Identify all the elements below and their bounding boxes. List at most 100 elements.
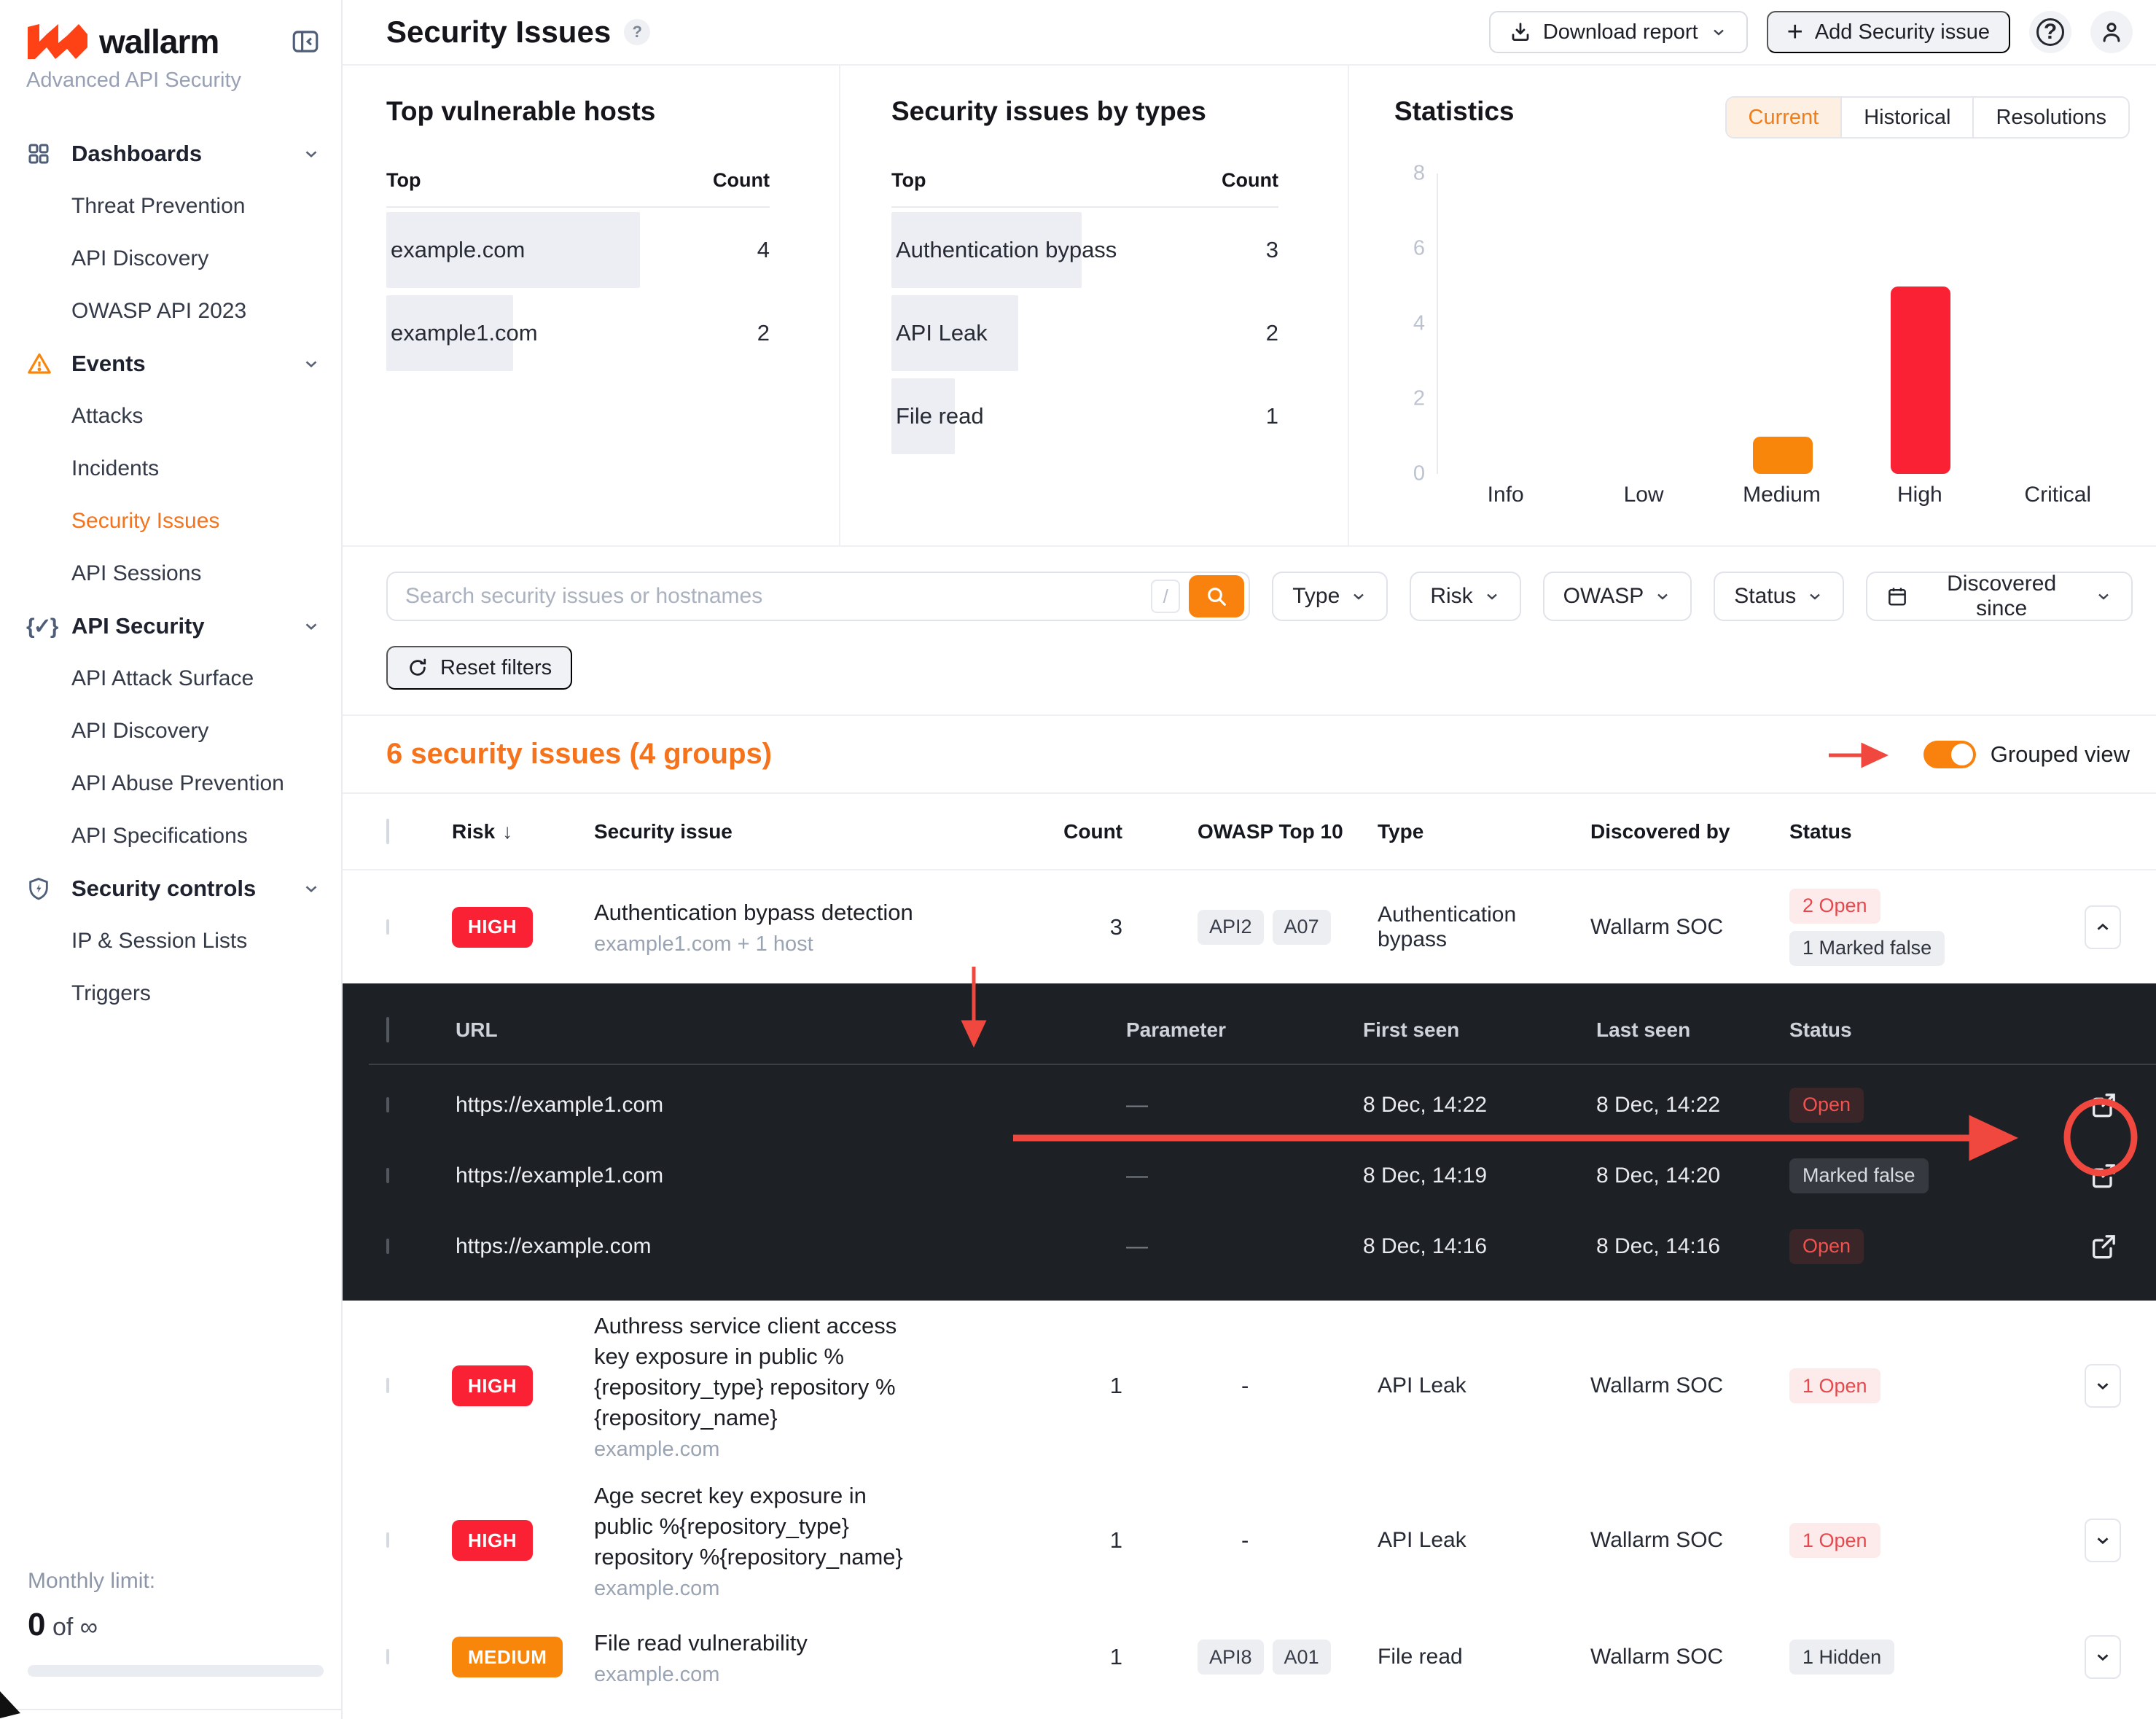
chevron-down-icon — [1350, 588, 1367, 605]
monthly-limit-label: Monthly limit: — [28, 1569, 156, 1593]
issue-discovered-by: Wallarm SOC — [1590, 1373, 1724, 1398]
braces-check-icon: {✓} — [26, 614, 59, 639]
row-checkbox[interactable] — [386, 1167, 389, 1183]
issue-row-authentication-bypass[interactable]: HIGH Authentication bypass detection exa… — [343, 870, 2156, 983]
sidebar-item-triggers[interactable]: Triggers — [71, 981, 151, 1005]
external-link-icon[interactable] — [2089, 1232, 2118, 1261]
panel-top-vulnerable-hosts: Top vulnerable hosts Top Count example.c… — [343, 66, 839, 545]
issue-title[interactable]: Authentication bypass detection — [594, 900, 913, 925]
search-input[interactable] — [405, 584, 1152, 609]
sidebar-section-api-security[interactable]: {✓} API Security — [26, 600, 341, 652]
column-risk[interactable]: Risk ↓ — [452, 819, 513, 843]
issue-row-age-secret-key-exposure[interactable]: HIGH Age secret key exposure in public %… — [343, 1471, 2156, 1610]
wallarm-logo-icon — [26, 23, 89, 61]
type-row[interactable]: Authentication bypass 3 — [891, 209, 1278, 291]
tab-historical[interactable]: Historical — [1840, 98, 1972, 137]
row-checkbox[interactable] — [386, 1532, 389, 1548]
tab-current[interactable]: Current — [1726, 98, 1841, 137]
type-row[interactable]: API Leak 2 — [891, 292, 1278, 374]
sidebar-section-events[interactable]: Events — [26, 338, 341, 390]
chevron-down-icon — [1710, 23, 1727, 41]
issue-title[interactable]: File read vulnerability — [594, 1629, 808, 1656]
expand-group-button[interactable] — [2085, 1364, 2121, 1408]
status-open-pill: 1 Open — [1789, 1368, 1880, 1403]
sidebar-item-api-abuse-prevention[interactable]: API Abuse Prevention — [71, 771, 284, 795]
filter-status-button[interactable]: Status — [1714, 572, 1845, 621]
issue-discovered-by: Wallarm SOC — [1590, 914, 1724, 939]
collapse-group-button[interactable] — [2085, 905, 2121, 949]
issue-type: API Leak — [1378, 1373, 1466, 1398]
subtable-row[interactable]: https://example1.com — 8 Dec, 14:19 8 De… — [343, 1140, 2156, 1211]
search-button[interactable] — [1189, 575, 1245, 617]
download-icon — [1509, 21, 1531, 43]
filter-owasp-button[interactable]: OWASP — [1542, 572, 1692, 621]
issue-count: 3 — [1109, 913, 1122, 940]
main-content: Security Issues ? Download report + Add … — [343, 0, 2156, 1719]
sidebar-item-threat-prevention[interactable]: Threat Prevention — [71, 194, 246, 218]
risk-badge-high: HIGH — [452, 906, 533, 948]
issue-title[interactable]: Authress service client access key expos… — [594, 1312, 897, 1430]
help-button[interactable]: ? — [2029, 11, 2071, 53]
sidebar-item-owasp-api-2023[interactable]: OWASP API 2023 — [71, 299, 247, 323]
sidebar-item-ip-session-lists[interactable]: IP & Session Lists — [71, 929, 248, 953]
type-bar — [891, 212, 1082, 288]
sidebar-section-dashboards[interactable]: Dashboards — [26, 128, 341, 180]
expand-group-button[interactable] — [2085, 1635, 2121, 1679]
issue-row-authress-key-exposure[interactable]: HIGH Authress service client access key … — [343, 1301, 2156, 1471]
external-link-icon[interactable] — [2089, 1161, 2118, 1190]
row-checkbox[interactable] — [386, 1238, 389, 1254]
subtable-row[interactable]: https://example1.com — 8 Dec, 14:22 8 De… — [343, 1069, 2156, 1140]
filter-type-button[interactable]: Type — [1272, 572, 1388, 621]
tab-resolutions[interactable]: Resolutions — [1972, 98, 2128, 137]
sidebar-item-api-discovery[interactable]: API Discovery — [71, 719, 209, 743]
filter-discovered-since-button[interactable]: Discovered since — [1866, 572, 2133, 621]
subtable-select-all-checkbox[interactable] — [386, 1017, 389, 1042]
sidebar-collapse-icon[interactable] — [290, 26, 321, 57]
issue-title[interactable]: Age secret key exposure in public %{repo… — [594, 1482, 903, 1570]
title-help-icon[interactable]: ? — [624, 19, 651, 45]
reset-filters-button[interactable]: Reset filters — [386, 646, 573, 690]
user-avatar-button[interactable] — [2090, 11, 2133, 53]
row-checkbox[interactable] — [386, 1378, 389, 1393]
sidebar-item-security-issues[interactable]: Security Issues — [71, 509, 220, 533]
type-row[interactable]: File read 1 — [891, 375, 1278, 457]
grouped-view-toggle[interactable] — [1923, 740, 1976, 768]
column-status: Status — [1789, 819, 1852, 843]
filter-risk-button[interactable]: Risk — [1410, 572, 1521, 621]
chevron-down-icon — [2095, 588, 2112, 605]
sidebar-item-attacks[interactable]: Attacks — [71, 404, 144, 428]
status-open-pill: Open — [1789, 1228, 1864, 1264]
panel-title: Statistics — [1394, 96, 1515, 126]
sidebar-item-api-sessions[interactable]: API Sessions — [71, 561, 202, 585]
issue-row-file-read-vulnerability[interactable]: MEDIUM File read vulnerability example.c… — [343, 1610, 2156, 1704]
host-bar — [386, 295, 513, 371]
column-type: Type — [1378, 819, 1424, 843]
status-open-pill: 2 Open — [1789, 888, 1880, 924]
row-checkbox[interactable] — [386, 919, 389, 935]
select-all-checkbox[interactable] — [386, 818, 389, 844]
row-checkbox[interactable] — [386, 1649, 389, 1664]
sidebar-item-api-specifications[interactable]: API Specifications — [71, 824, 248, 848]
subtable-row[interactable]: https://example.com — 8 Dec, 14:16 8 Dec… — [343, 1211, 2156, 1282]
grid-icon — [26, 141, 55, 166]
chevron-down-icon — [302, 879, 321, 898]
host-row[interactable]: example1.com 2 — [386, 292, 770, 374]
slash-shortcut-badge: / — [1151, 580, 1181, 613]
row-checkbox[interactable] — [386, 1096, 389, 1112]
host-row[interactable]: example.com 4 — [386, 209, 770, 291]
statistics-tabs: Current Historical Resolutions — [1725, 96, 2130, 139]
download-report-button[interactable]: Download report — [1488, 11, 1748, 53]
panel-statistics: Statistics Current Historical Resolution… — [1348, 66, 2156, 545]
expand-group-button[interactable] — [2085, 1519, 2121, 1562]
sidebar-section-security-controls[interactable]: Security controls — [26, 862, 341, 915]
add-security-issue-button[interactable]: + Add Security issue — [1766, 11, 2010, 53]
external-link-icon[interactable] — [2089, 1091, 2118, 1120]
grouped-view-label: Grouped view — [1990, 741, 2130, 767]
issue-type: Authentication bypass — [1378, 902, 1517, 951]
issue-count: 1 — [1109, 1527, 1122, 1553]
sidebar-item-incidents[interactable]: Incidents — [71, 456, 160, 480]
search-box: / — [386, 572, 1251, 621]
owasp-pill: API2 — [1198, 909, 1264, 945]
sidebar-item-api-discovery-dash[interactable]: API Discovery — [71, 246, 209, 270]
sidebar-item-api-attack-surface[interactable]: API Attack Surface — [71, 666, 254, 690]
